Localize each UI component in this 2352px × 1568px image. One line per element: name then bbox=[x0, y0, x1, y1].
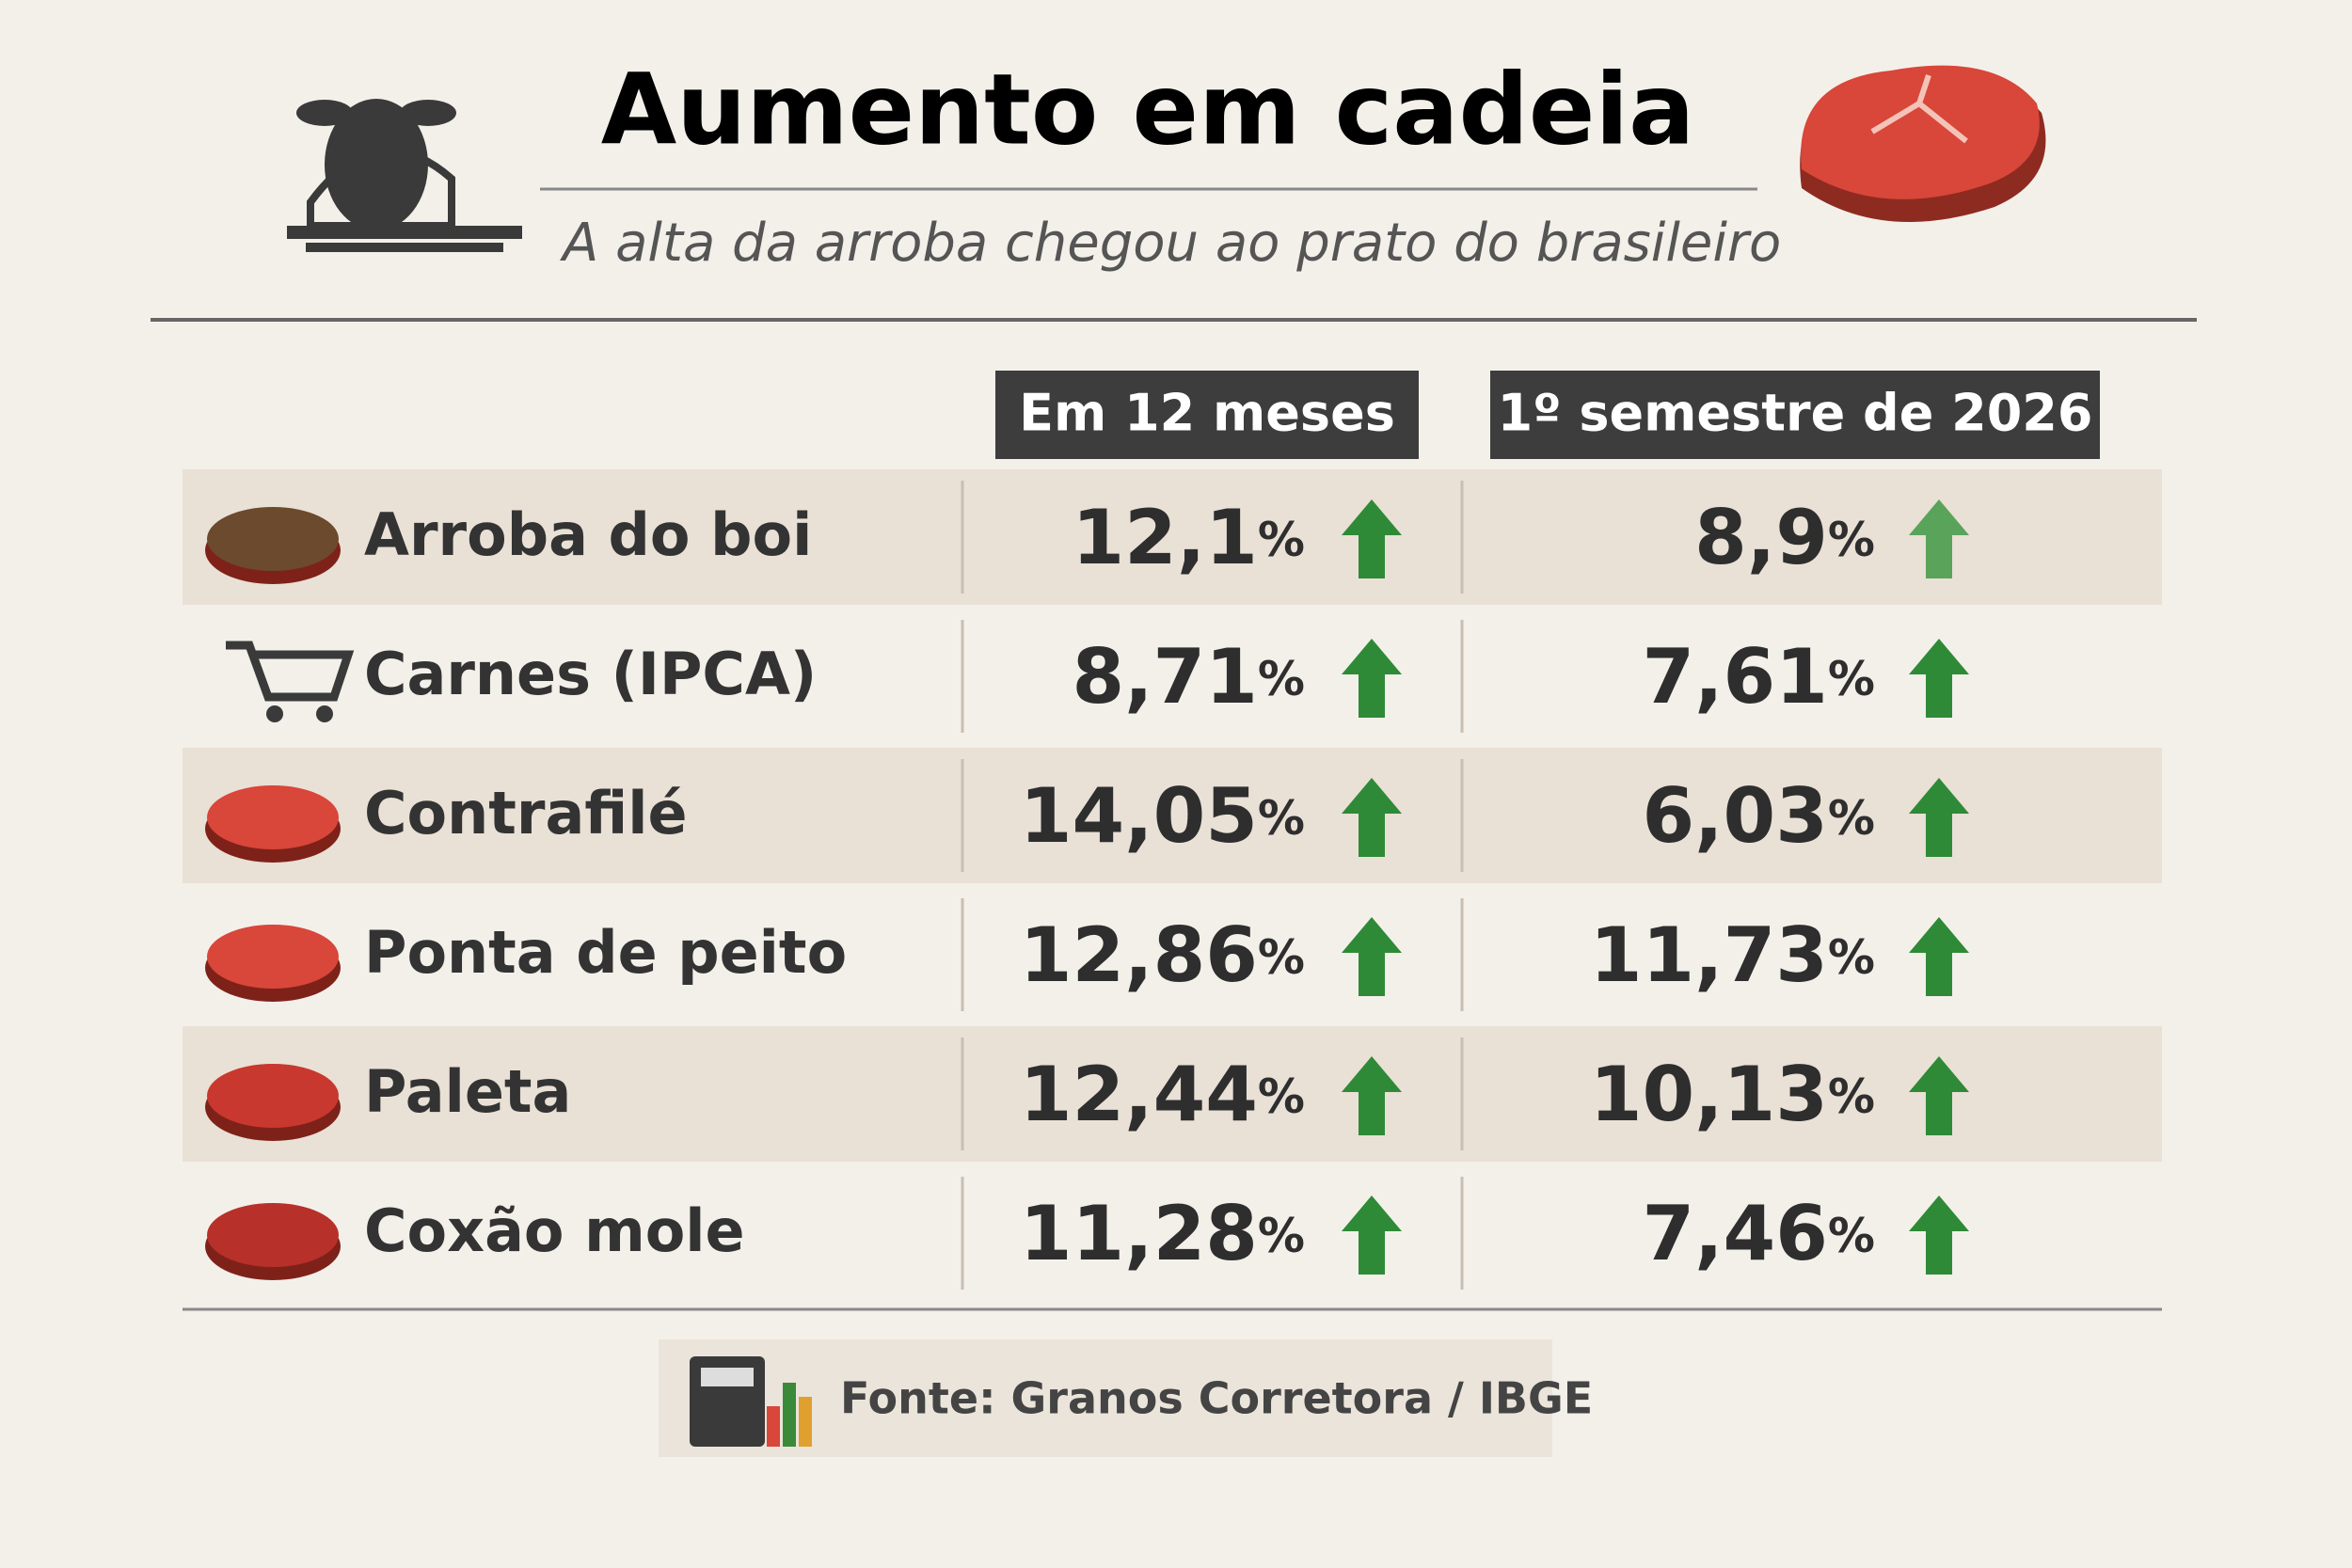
value: 6,03 bbox=[1643, 772, 1828, 860]
arrow-up bbox=[1909, 499, 1969, 578]
arrow-up bbox=[1342, 499, 1402, 578]
unit: % bbox=[1828, 513, 1875, 567]
unit: % bbox=[1258, 791, 1305, 846]
row-icon bbox=[207, 1064, 339, 1128]
unit: % bbox=[1258, 513, 1305, 567]
unit: % bbox=[1258, 1069, 1305, 1124]
arrow-up bbox=[1342, 1196, 1402, 1275]
value-cell: 8,9% bbox=[1694, 494, 1875, 581]
row-label: Coxão mole bbox=[364, 1196, 745, 1265]
column-header: 1º semestre de 2026 bbox=[1498, 384, 2093, 443]
value: 12,1 bbox=[1073, 494, 1258, 581]
arrow-up bbox=[1342, 778, 1402, 857]
column-header-box bbox=[995, 371, 1419, 459]
value-cell: 10,13% bbox=[1590, 1051, 1875, 1138]
row-label: Ponta de peito bbox=[364, 918, 847, 987]
calculator-icon bbox=[690, 1356, 812, 1447]
value: 12,86 bbox=[1020, 911, 1258, 999]
row-icon bbox=[207, 507, 339, 571]
value-cell: 6,03% bbox=[1643, 772, 1876, 860]
value-cell: 7,61% bbox=[1643, 633, 1876, 721]
row-icon bbox=[207, 925, 339, 989]
row-label: Carnes (IPCA) bbox=[364, 640, 817, 708]
cart-icon bbox=[226, 641, 355, 722]
value-cell: 11,28% bbox=[1020, 1190, 1305, 1277]
value: 14,05 bbox=[1020, 772, 1258, 860]
cart-wheel bbox=[316, 705, 333, 722]
value: 12,44 bbox=[1020, 1051, 1258, 1138]
value: 11,28 bbox=[1020, 1190, 1258, 1277]
value-cell: 11,73% bbox=[1590, 911, 1875, 999]
unit: % bbox=[1258, 652, 1305, 706]
column-header: Em 12 meses bbox=[1019, 384, 1395, 443]
arrow-up bbox=[1909, 917, 1969, 996]
unit: % bbox=[1828, 652, 1875, 706]
arrow-up bbox=[1342, 917, 1402, 996]
value-cell: 14,05% bbox=[1020, 772, 1305, 860]
arrow-up bbox=[1909, 639, 1969, 718]
arrow-up bbox=[1909, 1196, 1969, 1275]
value: 8,71 bbox=[1073, 633, 1258, 721]
row-label: Paleta bbox=[364, 1057, 571, 1126]
row-label: Arroba do boi bbox=[364, 500, 812, 569]
value: 10,13 bbox=[1590, 1051, 1828, 1138]
steak-icon bbox=[1800, 65, 2046, 222]
arrow-up bbox=[1909, 778, 1969, 857]
row-icon bbox=[207, 785, 339, 849]
arrow-up bbox=[1342, 1056, 1402, 1135]
source: Fonte: Granos Corretora / IBGE bbox=[840, 1373, 1593, 1424]
row-icon bbox=[207, 1203, 339, 1267]
value: 11,73 bbox=[1590, 911, 1828, 999]
value-cell: 12,1% bbox=[1073, 494, 1306, 581]
unit: % bbox=[1828, 791, 1875, 846]
arrow-up bbox=[1342, 639, 1402, 718]
value-cell: 12,44% bbox=[1020, 1051, 1305, 1138]
unit: % bbox=[1258, 1209, 1305, 1263]
value-cell: 8,71% bbox=[1073, 633, 1306, 721]
table: Em 12 meses 1º semestre de 2026 Arroba do … bbox=[183, 371, 2162, 1290]
value-cell: 7,46% bbox=[1643, 1190, 1876, 1277]
column-header-box bbox=[1490, 371, 2100, 459]
row-label: Contrafilé bbox=[364, 779, 688, 847]
value: 8,9 bbox=[1694, 494, 1828, 581]
value: 7,46 bbox=[1643, 1190, 1828, 1277]
row-shade bbox=[183, 469, 2162, 605]
cow-plate-icon bbox=[287, 99, 522, 252]
unit: % bbox=[1258, 930, 1305, 985]
cart-wheel bbox=[266, 705, 283, 722]
row-shade bbox=[183, 1026, 2162, 1162]
arrow-up bbox=[1909, 1056, 1969, 1135]
value-cell: 12,86% bbox=[1020, 911, 1305, 999]
unit: % bbox=[1828, 1069, 1875, 1124]
title: Aumento em cadeia bbox=[601, 52, 1695, 166]
cart-shape bbox=[226, 641, 355, 702]
row-shade bbox=[183, 748, 2162, 883]
value: 7,61 bbox=[1643, 633, 1828, 721]
unit: % bbox=[1828, 930, 1875, 985]
unit: % bbox=[1828, 1209, 1875, 1263]
subtitle: A alta da arroba chegou ao prato do bras… bbox=[560, 213, 1781, 274]
